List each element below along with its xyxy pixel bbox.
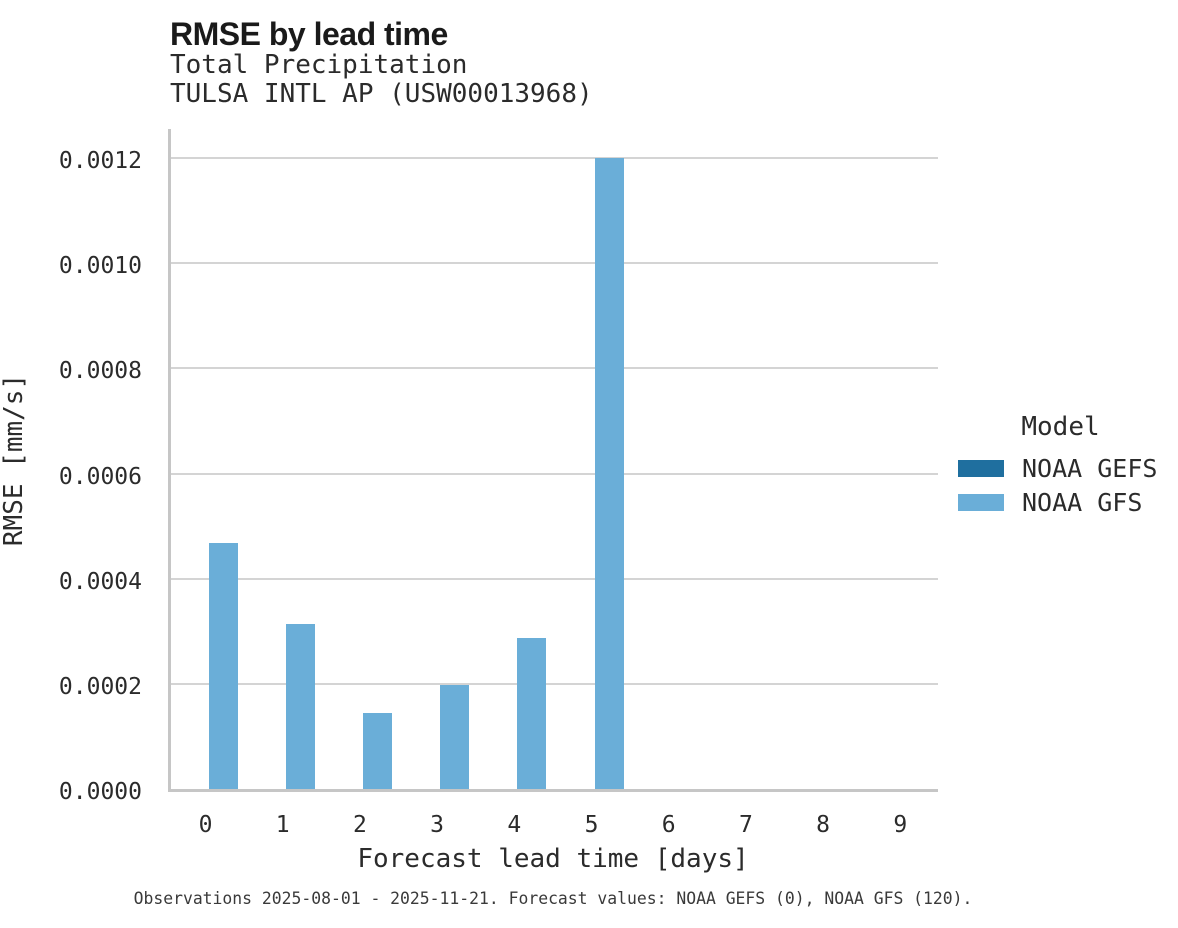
x-tick-label: 3	[430, 812, 445, 838]
y-tick-label: 0.0008	[58, 358, 142, 385]
legend: Model NOAA GEFS NOAA GFS	[958, 412, 1163, 524]
x-tick-label: 1	[275, 812, 290, 838]
chart-subtitle-station: TULSA INTL AP (USW00013968)	[170, 79, 593, 109]
x-tick-label: 2	[352, 812, 367, 838]
gridline	[171, 577, 938, 580]
legend-item: NOAA GFS	[958, 487, 1163, 517]
y-tick-label: 0.0004	[58, 568, 142, 595]
gridline	[171, 262, 938, 265]
bar-noaa-gfs-day-3	[440, 685, 470, 789]
bar-noaa-gfs-day-4	[517, 638, 547, 789]
x-tick-label: 9	[893, 812, 908, 838]
bar-noaa-gfs-day-2	[362, 713, 392, 789]
caption: Observations 2025-08-01 - 2025-11-21. Fo…	[133, 889, 973, 908]
plot-area	[168, 129, 938, 792]
x-tick-label: 4	[507, 812, 522, 838]
y-tick-label: 0.0000	[58, 779, 142, 805]
legend-item: NOAA GEFS	[958, 453, 1163, 483]
legend-label: NOAA GEFS	[1022, 453, 1158, 483]
x-tick-label: 6	[661, 812, 676, 838]
y-tick-label: 0.0010	[58, 253, 142, 280]
legend-label: NOAA GFS	[1022, 487, 1143, 517]
gridline	[171, 472, 938, 475]
x-tick-label: 8	[816, 812, 831, 838]
y-tick-label: 0.0012	[58, 148, 142, 174]
gridline	[171, 367, 938, 370]
legend-items: NOAA GEFS NOAA GFS	[958, 453, 1163, 517]
legend-title: Model	[1021, 412, 1100, 442]
x-tick-label: 5	[584, 812, 599, 838]
gridline	[171, 682, 938, 685]
legend-swatch	[958, 493, 1004, 511]
y-tick-label: 0.0006	[58, 463, 142, 490]
legend-swatch	[958, 459, 1004, 477]
y-axis-title: RMSE [mm/s]	[0, 373, 29, 547]
bar-noaa-gfs-day-1	[285, 624, 315, 789]
x-axis-title: Forecast lead time [days]	[357, 844, 749, 874]
chart-title: RMSE by lead time	[170, 16, 448, 52]
x-tick-label: 7	[738, 812, 753, 838]
gridline	[171, 157, 938, 159]
y-tick-label: 0.0002	[58, 673, 142, 700]
bar-noaa-gfs-day-0	[208, 543, 238, 789]
bar-noaa-gfs-day-5	[594, 158, 624, 789]
x-tick-label: 0	[198, 812, 213, 838]
chart-subtitle-variable: Total Precipitation	[170, 50, 468, 80]
